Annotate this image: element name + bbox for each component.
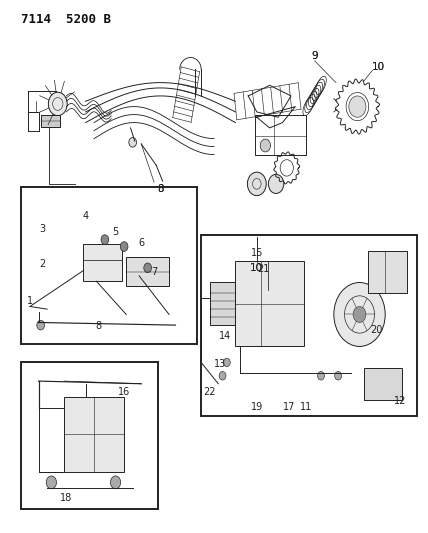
Text: 13: 13 <box>214 359 226 368</box>
Text: 7114  5200 B: 7114 5200 B <box>21 13 111 26</box>
Text: 21: 21 <box>257 264 269 274</box>
Text: 10: 10 <box>250 263 263 273</box>
Text: 17: 17 <box>283 402 295 411</box>
Circle shape <box>101 235 109 245</box>
Text: 5: 5 <box>113 227 119 237</box>
Bar <box>364 368 402 400</box>
Bar <box>21 362 158 509</box>
Text: 2: 2 <box>40 259 46 269</box>
Text: 20: 20 <box>371 326 383 335</box>
Circle shape <box>37 320 45 330</box>
Text: 16: 16 <box>118 387 130 397</box>
Text: 9: 9 <box>311 51 318 61</box>
Text: 4: 4 <box>83 211 89 221</box>
Circle shape <box>335 372 342 380</box>
Circle shape <box>129 138 137 147</box>
Text: 6: 6 <box>138 238 144 247</box>
Text: 15: 15 <box>251 248 263 258</box>
Text: 9: 9 <box>311 51 318 61</box>
Bar <box>64 397 124 472</box>
Text: 8: 8 <box>157 184 164 194</box>
Circle shape <box>260 139 270 152</box>
Circle shape <box>219 372 226 380</box>
Text: 14: 14 <box>219 331 231 341</box>
Text: 8: 8 <box>158 184 163 194</box>
Bar <box>201 235 417 416</box>
Text: 11: 11 <box>300 402 312 411</box>
Circle shape <box>223 358 230 367</box>
Circle shape <box>318 372 324 380</box>
Bar <box>83 244 122 281</box>
Bar <box>21 187 197 344</box>
Circle shape <box>353 306 366 322</box>
Text: 12: 12 <box>394 396 406 406</box>
Text: 10: 10 <box>372 62 385 71</box>
Circle shape <box>334 282 385 346</box>
Circle shape <box>48 92 67 116</box>
Text: 8: 8 <box>95 321 101 331</box>
Text: 10: 10 <box>372 62 385 71</box>
Text: 22: 22 <box>203 387 216 397</box>
Bar <box>368 251 407 293</box>
Text: 7: 7 <box>151 267 157 277</box>
Bar <box>235 261 304 346</box>
Circle shape <box>46 476 56 489</box>
Circle shape <box>268 174 284 193</box>
Text: 18: 18 <box>60 494 72 503</box>
Circle shape <box>247 172 266 196</box>
Circle shape <box>110 476 121 489</box>
Circle shape <box>349 96 366 117</box>
Circle shape <box>144 263 152 273</box>
Bar <box>210 282 235 325</box>
Bar <box>255 115 306 155</box>
Text: 1: 1 <box>27 296 33 306</box>
Bar <box>41 115 60 127</box>
Text: 19: 19 <box>251 402 263 411</box>
Bar <box>126 257 169 287</box>
Circle shape <box>120 241 128 252</box>
Text: 3: 3 <box>40 224 46 234</box>
Text: 10: 10 <box>250 263 263 273</box>
